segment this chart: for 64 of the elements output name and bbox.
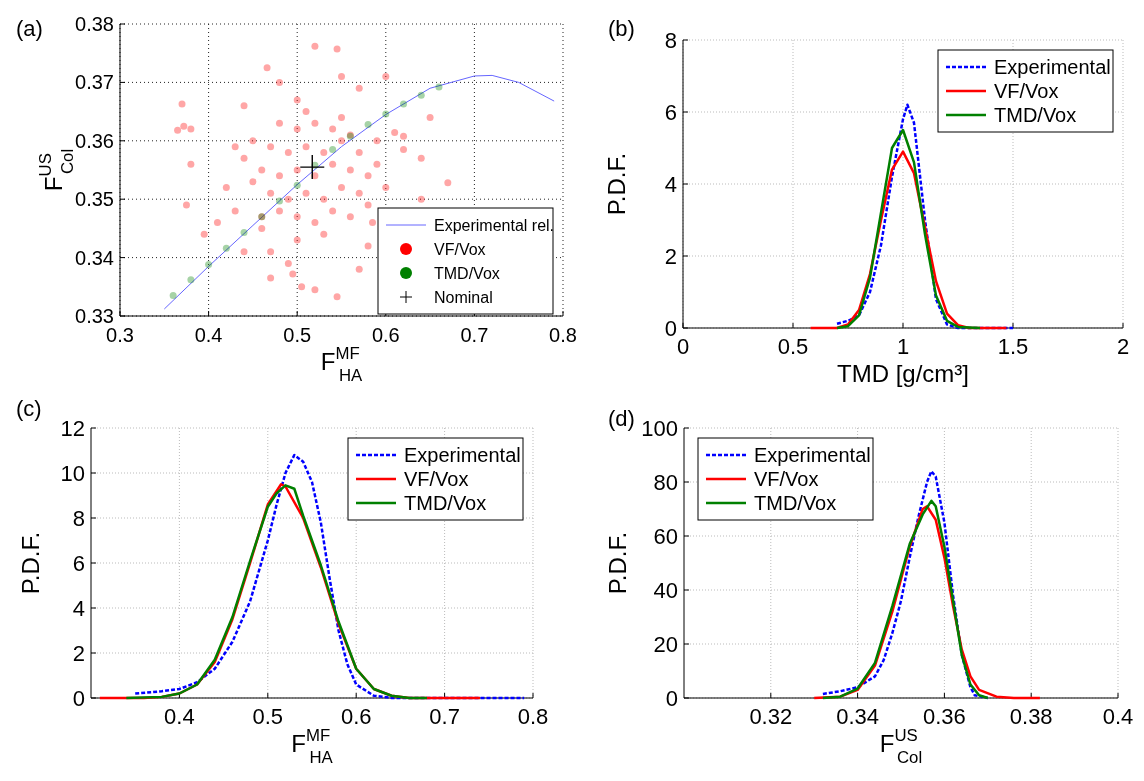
x-tick-label: 0.3 <box>106 324 134 346</box>
x-tick-label: 0.4 <box>164 704 195 729</box>
x-tick-label: 0.6 <box>340 704 372 729</box>
y-tick-label: 20 <box>653 631 678 657</box>
y-tick-label: 0.34 <box>75 246 114 269</box>
legend-label: VF/Vox <box>994 80 1059 102</box>
x-tick-label: 0.36 <box>922 704 966 729</box>
chart-title: (d) <box>608 406 635 431</box>
x-tick-label: 0.4 <box>1102 704 1134 729</box>
x-tick-label: 1 <box>896 334 910 359</box>
y-tick-label: 0.37 <box>75 71 114 94</box>
chart-title: (a) <box>16 16 43 41</box>
y-tick-label: 2 <box>72 640 85 666</box>
legend-label: VF/Vox <box>404 468 469 490</box>
legend-label: Experimental <box>754 444 871 466</box>
legend-label: TMD/Vox <box>754 492 837 514</box>
legend-label: TMD/Vox <box>434 264 500 282</box>
x-tick-label: 0.5 <box>283 324 312 346</box>
chart-title: (b) <box>608 16 635 41</box>
y-tick-label: 10 <box>60 460 85 486</box>
x-tick-label: 0.7 <box>429 704 460 729</box>
y-tick-label: 6 <box>72 550 85 576</box>
legend-label: VF/Vox <box>754 468 819 490</box>
y-tick-label: 60 <box>653 523 678 549</box>
x-tick-label: 0.32 <box>749 704 793 729</box>
legend-label: VF/Vox <box>434 240 486 258</box>
y-tick-label: 100 <box>641 415 678 441</box>
x-tick-label: 0.34 <box>836 704 880 729</box>
y-tick-label: 0.33 <box>75 305 114 327</box>
y-tick-label: 0 <box>72 685 85 711</box>
legend-label: Experimental <box>994 56 1111 78</box>
y-tick-label: 12 <box>60 415 85 441</box>
y-tick-label: 0.35 <box>75 188 114 211</box>
y-tick-label: 6 <box>664 99 677 125</box>
y-tick-label: 2 <box>664 243 677 269</box>
x-axis-title: TMD [g/cm³] <box>837 360 969 387</box>
x-tick-label: 0.38 <box>1009 704 1053 729</box>
x-tick-label: 0.4 <box>194 324 223 346</box>
x-tick-label: 0.5 <box>777 334 809 359</box>
y-tick-label: 4 <box>664 171 677 197</box>
y-tick-label: 0 <box>665 685 678 711</box>
legend-label: TMD/Vox <box>404 492 487 514</box>
y-axis-title: P.D.F. <box>603 152 630 216</box>
legend-label: TMD/Vox <box>994 104 1077 126</box>
y-tick-label: 40 <box>653 577 678 603</box>
y-tick-label: 8 <box>664 27 677 53</box>
y-tick-label: 8 <box>72 505 85 531</box>
legend-label: Experimental rel. <box>434 216 555 234</box>
y-tick-label: 4 <box>72 595 85 621</box>
chart-title: (c) <box>16 396 42 421</box>
y-tick-label: 80 <box>653 469 678 495</box>
x-tick-label: 1.5 <box>997 334 1029 359</box>
y-axis-title: P.D.F. <box>17 531 44 595</box>
legend-label: Nominal <box>434 288 493 306</box>
y-tick-label: 0.36 <box>75 129 114 152</box>
legend-label: Experimental <box>404 444 521 466</box>
x-tick-label: 0.8 <box>517 704 549 729</box>
x-tick-label: 0.5 <box>252 704 284 729</box>
x-tick-label: 0.8 <box>549 324 577 346</box>
x-tick-label: 2 <box>1116 334 1130 359</box>
y-axis-title: P.D.F. <box>604 531 631 595</box>
y-tick-label: 0.38 <box>75 13 114 35</box>
x-tick-label: 0.6 <box>371 324 400 346</box>
x-tick-label: 0.7 <box>460 324 489 346</box>
